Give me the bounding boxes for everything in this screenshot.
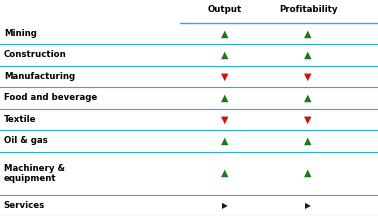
Text: ▲: ▲ [304,29,312,38]
Text: ▲: ▲ [221,93,229,103]
Text: Construction: Construction [4,50,67,59]
Text: Textile: Textile [4,115,36,124]
Text: Output: Output [208,5,242,14]
Text: ▼: ▼ [221,71,229,81]
Text: Machinery &
equipment: Machinery & equipment [4,164,65,183]
Text: ▲: ▲ [221,50,229,60]
Text: ▲: ▲ [304,50,312,60]
Text: ▼: ▼ [221,114,229,124]
Text: ▲: ▲ [304,93,312,103]
Text: Services: Services [4,201,45,210]
Text: ▼: ▼ [304,114,312,124]
Text: ▲: ▲ [221,136,229,146]
Text: ▲: ▲ [304,168,312,178]
Text: Manufacturing: Manufacturing [4,72,75,81]
Text: Food and beverage: Food and beverage [4,93,97,102]
Text: Oil & gas: Oil & gas [4,136,48,145]
Text: ▲: ▲ [221,29,229,38]
Text: ▼: ▼ [304,71,312,81]
Text: Profitability: Profitability [279,5,337,14]
Text: ▲: ▲ [221,168,229,178]
Text: ▲: ▲ [304,136,312,146]
Text: ▶: ▶ [222,201,228,210]
Text: Mining: Mining [4,29,37,38]
Text: ▶: ▶ [305,201,311,210]
